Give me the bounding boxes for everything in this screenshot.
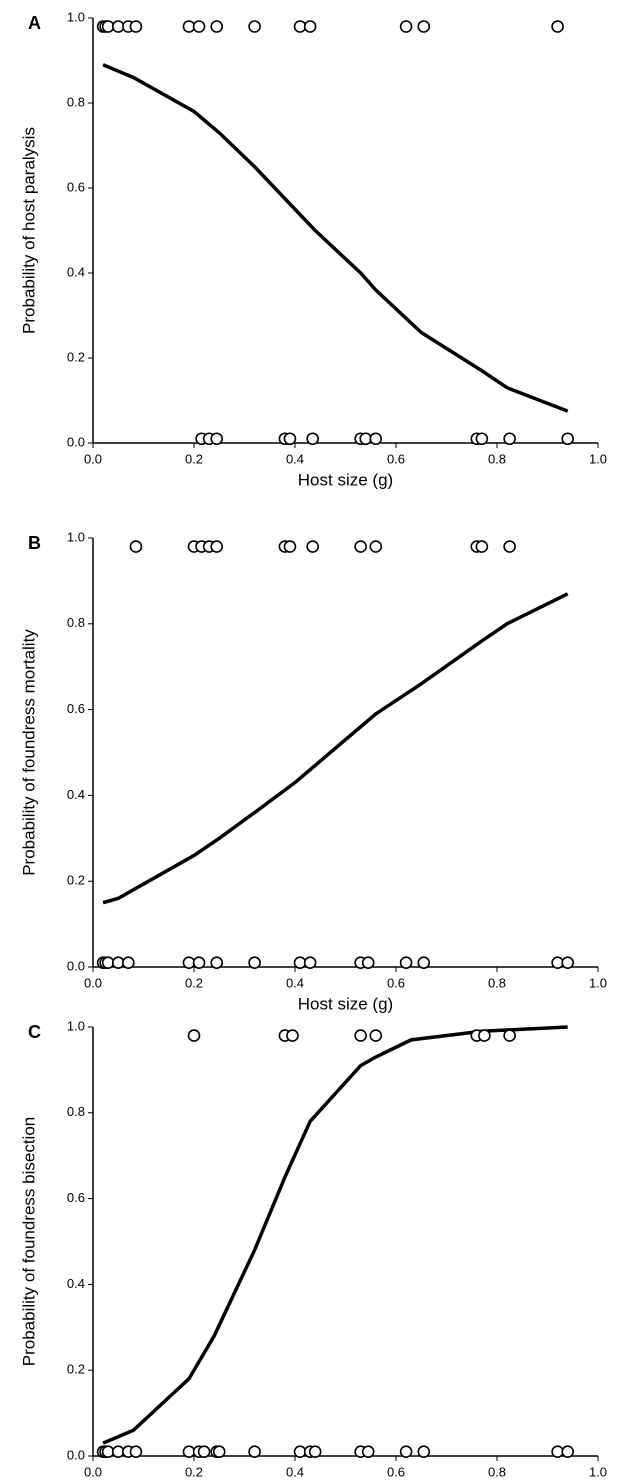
y-axis-label: Probability of foundress bisection <box>19 1117 38 1366</box>
data-point <box>248 1445 261 1459</box>
data-point <box>369 1029 383 1042</box>
panel-label: C <box>28 1022 41 1042</box>
y-tick-label: 0.4 <box>67 1276 85 1291</box>
data-point <box>561 956 575 970</box>
data-point <box>212 1445 226 1459</box>
y-tick-label: 0.8 <box>67 94 85 109</box>
y-tick-label: 0.2 <box>67 349 85 364</box>
data-point <box>210 956 224 970</box>
data-point <box>306 432 319 446</box>
x-tick-label: 0.0 <box>84 451 102 466</box>
data-point <box>551 20 564 33</box>
data-point <box>283 432 297 446</box>
x-tick-label: 0.8 <box>488 451 506 466</box>
data-point <box>248 956 261 970</box>
data-point <box>129 1445 143 1459</box>
x-axis-label: Host size (g) <box>298 994 393 1013</box>
x-tick-label: 1.0 <box>589 975 607 990</box>
y-tick-label: 0.6 <box>67 701 85 716</box>
data-point <box>561 432 575 446</box>
fit-curve <box>102 1025 568 1445</box>
y-tick-label: 0.0 <box>67 434 85 449</box>
panel-label: A <box>28 13 41 33</box>
data-point <box>475 540 489 553</box>
data-point <box>286 1029 299 1042</box>
y-tick-label: 0.8 <box>67 1104 85 1119</box>
y-tick-label: 0.0 <box>67 958 85 973</box>
x-tick-label: 1.0 <box>589 1464 607 1479</box>
y-tick-label: 0.4 <box>67 264 85 279</box>
data-point <box>303 20 317 33</box>
data-point <box>303 956 317 970</box>
y-tick-label: 0.0 <box>67 1447 85 1462</box>
y-tick-label: 0.2 <box>67 873 85 888</box>
x-tick-label: 0.6 <box>387 1464 405 1479</box>
y-tick-label: 0.8 <box>67 615 85 630</box>
data-point <box>122 956 135 970</box>
data-point <box>361 1445 375 1459</box>
data-point <box>417 20 431 33</box>
data-point <box>399 20 413 33</box>
y-axis-label: Probability of host paralysis <box>19 127 38 334</box>
y-tick-label: 0.2 <box>67 1362 85 1377</box>
data-point <box>197 1445 211 1459</box>
data-point <box>129 540 143 553</box>
x-axis-label: Host size (g) <box>298 470 393 489</box>
y-tick-label: 0.6 <box>67 179 85 194</box>
data-point <box>417 956 431 970</box>
x-tick-label: 0.8 <box>488 975 506 990</box>
x-tick-label: 0.2 <box>185 975 203 990</box>
data-point <box>369 540 383 553</box>
y-tick-label: 0.6 <box>67 1190 85 1205</box>
fit-curve <box>102 63 569 413</box>
data-point <box>354 540 367 553</box>
y-tick-label: 0.4 <box>67 787 85 802</box>
x-tick-label: 0.8 <box>488 1464 506 1479</box>
data-point <box>306 540 319 553</box>
data-point <box>561 1445 575 1459</box>
x-tick-label: 1.0 <box>589 451 607 466</box>
data-point <box>210 432 224 446</box>
y-axis-label: Probability of foundress mortality <box>19 629 38 876</box>
data-point <box>399 1445 413 1459</box>
x-tick-label: 0.2 <box>185 451 203 466</box>
data-point <box>399 956 413 970</box>
x-tick-label: 0.4 <box>286 975 304 990</box>
data-point <box>478 1029 491 1042</box>
data-point <box>187 1029 201 1042</box>
data-point <box>503 432 516 446</box>
data-point <box>475 432 489 446</box>
x-tick-label: 0.0 <box>84 975 102 990</box>
x-tick-label: 0.0 <box>84 1464 102 1479</box>
data-point <box>503 1029 516 1042</box>
data-point <box>417 1445 431 1459</box>
data-point <box>129 20 143 33</box>
y-tick-label: 1.0 <box>67 1018 85 1033</box>
data-point <box>361 956 375 970</box>
data-point <box>248 20 261 33</box>
fit-curve <box>102 592 569 905</box>
x-tick-label: 0.6 <box>387 451 405 466</box>
data-point <box>354 1029 367 1042</box>
data-point <box>192 20 206 33</box>
data-point <box>210 20 224 33</box>
panel-label: B <box>28 533 41 553</box>
data-point <box>192 956 206 970</box>
x-tick-label: 0.4 <box>286 451 304 466</box>
x-tick-label: 0.4 <box>286 1464 304 1479</box>
y-tick-label: 1.0 <box>67 9 85 24</box>
y-tick-label: 1.0 <box>67 529 85 544</box>
data-point <box>503 540 516 553</box>
x-tick-label: 0.6 <box>387 975 405 990</box>
data-point <box>369 432 383 446</box>
data-point <box>308 1445 322 1459</box>
x-tick-label: 0.2 <box>185 1464 203 1479</box>
data-point <box>210 540 224 553</box>
data-point <box>283 540 297 553</box>
